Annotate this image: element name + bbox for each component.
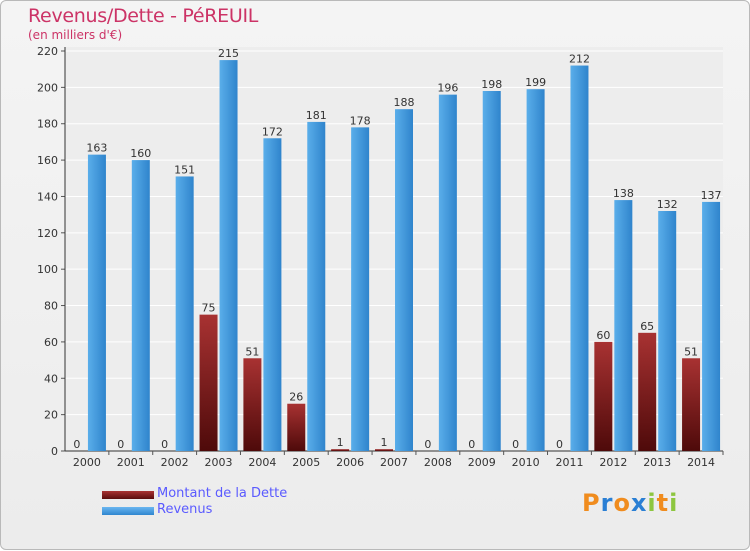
data-label-dette: 0 (424, 438, 431, 451)
bar-dette (638, 332, 657, 451)
logo-letter: i (669, 489, 679, 517)
bar-revenus (482, 91, 501, 451)
data-label-revenus: 198 (481, 78, 502, 91)
y-tick-label: 180 (37, 118, 58, 131)
data-label-dette: 51 (684, 345, 698, 358)
logo-letter: r (600, 489, 614, 517)
logo-letter: i (647, 489, 657, 517)
x-tick-label: 2013 (643, 456, 671, 469)
data-label-revenus: 215 (218, 47, 239, 60)
bar-revenus (219, 60, 238, 451)
bar-dette (199, 314, 218, 451)
data-label-dette: 1 (381, 436, 388, 449)
data-label-revenus: 138 (613, 187, 634, 200)
data-label-revenus: 181 (306, 109, 327, 122)
bar-revenus (614, 200, 633, 451)
data-label-dette: 0 (512, 438, 519, 451)
x-tick-label: 2005 (292, 456, 320, 469)
logo-letter: t (656, 489, 670, 517)
bar-revenus (570, 65, 589, 451)
x-tick-label: 2011 (555, 456, 583, 469)
x-tick-label: 2008 (424, 456, 452, 469)
bar-dette (331, 449, 350, 451)
logo-letter: P (582, 489, 601, 517)
data-label-dette: 1 (337, 436, 344, 449)
x-tick-label: 2003 (205, 456, 233, 469)
bar-revenus (263, 138, 282, 452)
bar-dette (594, 341, 613, 451)
x-tick-label: 2012 (599, 456, 627, 469)
data-label-dette: 60 (596, 329, 610, 342)
data-label-revenus: 132 (657, 198, 678, 211)
data-label-revenus: 196 (437, 82, 458, 95)
bar-dette (682, 358, 701, 451)
logo-letter: x (630, 489, 648, 517)
data-label-dette: 0 (468, 438, 475, 451)
x-tick-label: 2001 (117, 456, 145, 469)
data-label-revenus: 172 (262, 125, 283, 138)
x-tick-label: 2004 (248, 456, 276, 469)
logo-letter: o (613, 489, 631, 517)
data-label-revenus: 137 (701, 189, 722, 202)
data-label-dette: 0 (73, 438, 80, 451)
legend-label-dette: Montant de la Dette (157, 486, 288, 501)
bar-revenus (307, 121, 326, 451)
data-label-revenus: 178 (350, 114, 371, 127)
data-label-dette: 51 (245, 345, 259, 358)
legend-swatch-revenus (102, 507, 154, 515)
bar-revenus (658, 211, 677, 451)
bar-revenus (131, 160, 150, 451)
bar-revenus (438, 94, 457, 452)
chart-title: Revenus/Dette - PéREUIL (28, 5, 259, 27)
x-tick-label: 2007 (380, 456, 408, 469)
data-label-dette: 0 (161, 438, 168, 451)
bar-revenus (526, 89, 545, 451)
data-label-revenus: 163 (86, 142, 107, 155)
chart-subtitle: (en milliers d'€) (28, 28, 123, 42)
bar-revenus (351, 127, 370, 451)
data-label-revenus: 160 (130, 147, 151, 160)
bar-dette (243, 358, 262, 451)
x-tick-label: 2009 (468, 456, 496, 469)
x-tick-label: 2000 (73, 456, 101, 469)
y-tick-label: 60 (44, 336, 58, 349)
data-label-dette: 0 (117, 438, 124, 451)
legend-swatch-dette (102, 491, 154, 499)
proxiti-logo: Proxiti (582, 489, 678, 517)
data-label-dette: 65 (640, 320, 654, 333)
data-label-dette: 0 (556, 438, 563, 451)
y-tick-label: 0 (51, 445, 58, 458)
y-tick-label: 20 (44, 409, 58, 422)
y-tick-label: 80 (44, 300, 58, 313)
y-tick-label: 120 (37, 227, 58, 240)
y-tick-label: 200 (37, 81, 58, 94)
y-tick-label: 220 (37, 45, 58, 58)
data-label-revenus: 199 (525, 76, 546, 89)
bar-dette (287, 403, 306, 451)
data-label-dette: 75 (202, 302, 216, 315)
data-label-revenus: 188 (394, 96, 415, 109)
x-tick-label: 2010 (512, 456, 540, 469)
x-tick-label: 2006 (336, 456, 364, 469)
plot-area (65, 47, 723, 451)
y-tick-label: 40 (44, 372, 58, 385)
legend-label-revenus: Revenus (157, 502, 213, 517)
y-tick-label: 140 (37, 190, 58, 203)
bar-revenus (87, 154, 106, 452)
y-tick-label: 100 (37, 263, 58, 276)
x-tick-label: 2014 (687, 456, 715, 469)
data-label-revenus: 212 (569, 53, 590, 66)
bar-revenus (395, 109, 413, 451)
bar-revenus (702, 201, 721, 451)
bar-dette (375, 449, 393, 451)
data-label-dette: 26 (289, 391, 303, 404)
data-label-revenus: 151 (174, 163, 195, 176)
bar-revenus (175, 176, 194, 452)
y-tick-label: 160 (37, 154, 58, 167)
x-tick-label: 2002 (161, 456, 189, 469)
